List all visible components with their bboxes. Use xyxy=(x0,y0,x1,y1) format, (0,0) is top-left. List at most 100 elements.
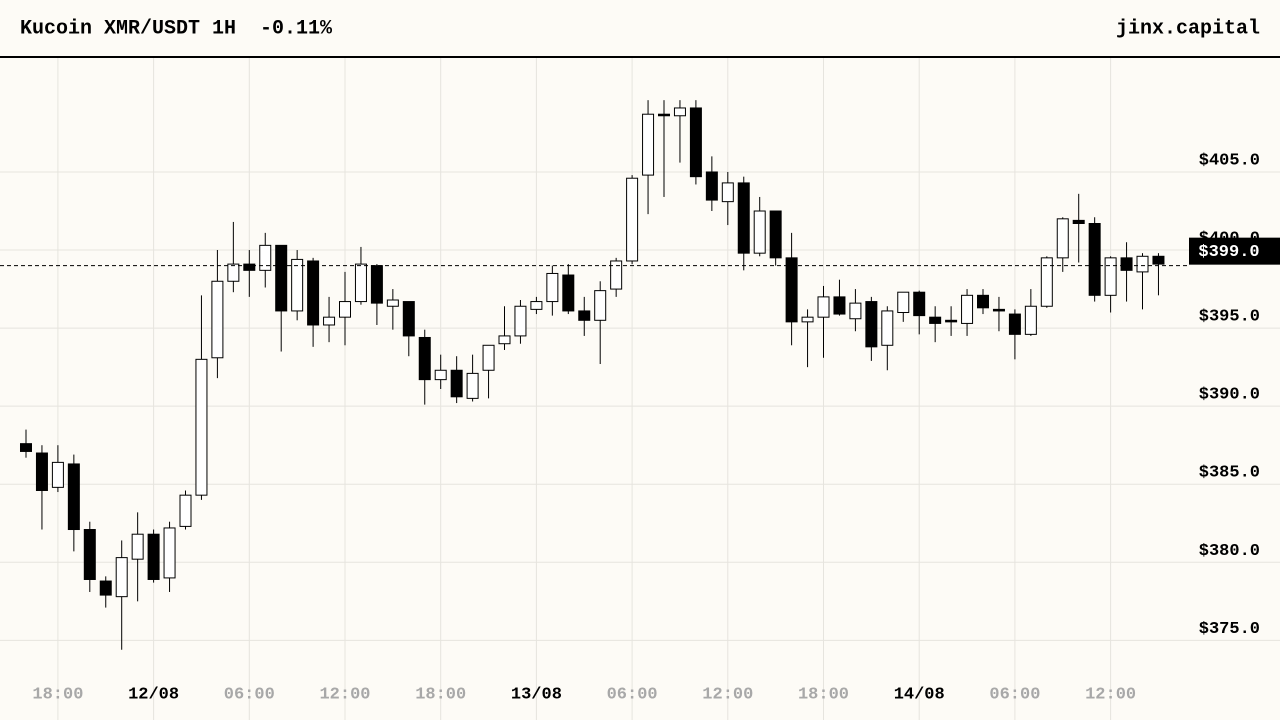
x-tick-label: 06:00 xyxy=(989,685,1040,704)
candle-body xyxy=(721,182,734,203)
candle-body xyxy=(785,257,798,323)
candle-body xyxy=(466,372,479,399)
candle-body xyxy=(163,527,176,579)
price-change: -0.11% xyxy=(260,17,333,40)
candle-body xyxy=(658,113,671,117)
candle-body xyxy=(546,272,559,303)
x-tick-label: 18:00 xyxy=(32,685,83,704)
y-tick-label: $385.0 xyxy=(1199,464,1260,483)
candle-body xyxy=(753,210,766,254)
candle-body xyxy=(977,294,990,309)
chart-title: Kucoin XMR/USDT 1H xyxy=(20,17,236,40)
candle-body xyxy=(1008,313,1021,335)
last-price-box xyxy=(1189,237,1280,265)
candle-body xyxy=(131,533,144,560)
candle-body xyxy=(514,305,527,337)
x-tick-label: 18:00 xyxy=(415,685,466,704)
candle-body xyxy=(115,557,128,598)
candle-body xyxy=(179,494,192,527)
candle-body xyxy=(291,258,304,312)
x-tick-label: 06:00 xyxy=(224,685,275,704)
candle-body xyxy=(67,463,80,531)
candle-body xyxy=(1056,218,1069,259)
candle-body xyxy=(275,244,288,312)
candle-body xyxy=(1072,219,1085,225)
candle-body xyxy=(594,290,607,321)
candle-body xyxy=(307,260,320,326)
candle-body xyxy=(434,369,447,381)
x-tick-label: 18:00 xyxy=(798,685,849,704)
candle-body xyxy=(817,296,830,318)
candle-body xyxy=(195,358,208,496)
candle-body xyxy=(849,302,862,320)
candle-body xyxy=(482,344,495,371)
candle-body xyxy=(1024,305,1037,335)
candle-body xyxy=(1104,257,1117,296)
x-tick-label: 14/08 xyxy=(894,685,945,704)
x-tick-label: 12:00 xyxy=(319,685,370,704)
candle-body xyxy=(1040,257,1053,307)
candle-body xyxy=(83,529,96,580)
candle-body xyxy=(737,182,750,254)
candle-body xyxy=(865,301,878,348)
candle-body xyxy=(913,291,926,317)
candle-body xyxy=(642,113,655,176)
candle-body xyxy=(929,316,942,324)
brand: jinx.capital xyxy=(1116,17,1260,40)
candle-body xyxy=(418,336,431,381)
last-price-label: $399.0 xyxy=(1198,243,1259,262)
candle-body xyxy=(1136,255,1149,273)
candle-body xyxy=(354,263,367,303)
candle-body xyxy=(402,301,415,337)
candle-body xyxy=(99,580,112,596)
y-tick-label: $390.0 xyxy=(1199,386,1260,405)
candle-body xyxy=(339,301,352,318)
x-tick-label: 13/08 xyxy=(511,685,562,704)
candle-body xyxy=(19,443,32,452)
candle-body xyxy=(211,280,224,359)
candle-body xyxy=(992,308,1005,312)
candle-body xyxy=(450,369,463,398)
y-tick-label: $375.0 xyxy=(1199,620,1260,639)
labels: $375.0$380.0$385.0$390.0$395.0$400.0$405… xyxy=(32,151,1280,704)
candles xyxy=(0,100,1189,650)
candle-body xyxy=(610,260,623,290)
candle-body xyxy=(323,316,336,326)
candle-body xyxy=(945,319,958,323)
candle-body xyxy=(51,461,64,488)
candle-body xyxy=(1088,223,1101,296)
y-tick-label: $395.0 xyxy=(1199,308,1260,327)
candle-body xyxy=(833,296,846,315)
grid xyxy=(0,58,1280,720)
x-tick-label: 12:00 xyxy=(1085,685,1136,704)
candle-body xyxy=(578,310,591,321)
candle-body xyxy=(35,452,48,491)
candle-body xyxy=(961,294,974,324)
x-tick-label: 12/08 xyxy=(128,685,179,704)
candle-body xyxy=(705,171,718,201)
x-tick-label: 06:00 xyxy=(607,685,658,704)
candle-body xyxy=(673,107,686,117)
candle-body xyxy=(370,265,383,304)
candle-body xyxy=(386,299,399,307)
candle-body xyxy=(227,263,240,282)
candle-body xyxy=(689,107,702,178)
y-tick-label: $380.0 xyxy=(1199,542,1260,561)
candle-body xyxy=(243,263,256,271)
candle-body xyxy=(1120,257,1133,271)
candle-body xyxy=(562,274,575,312)
candle-body xyxy=(1152,255,1165,265)
candle-body xyxy=(801,316,814,323)
candle-body xyxy=(498,335,511,345)
y-tick-label: $405.0 xyxy=(1199,151,1260,170)
candle-body xyxy=(626,177,639,262)
candle-body xyxy=(769,210,782,259)
candle-body xyxy=(147,533,160,580)
candle-body xyxy=(530,301,543,310)
candle-body xyxy=(259,244,272,271)
candle-body xyxy=(897,291,910,313)
x-tick-label: 12:00 xyxy=(702,685,753,704)
